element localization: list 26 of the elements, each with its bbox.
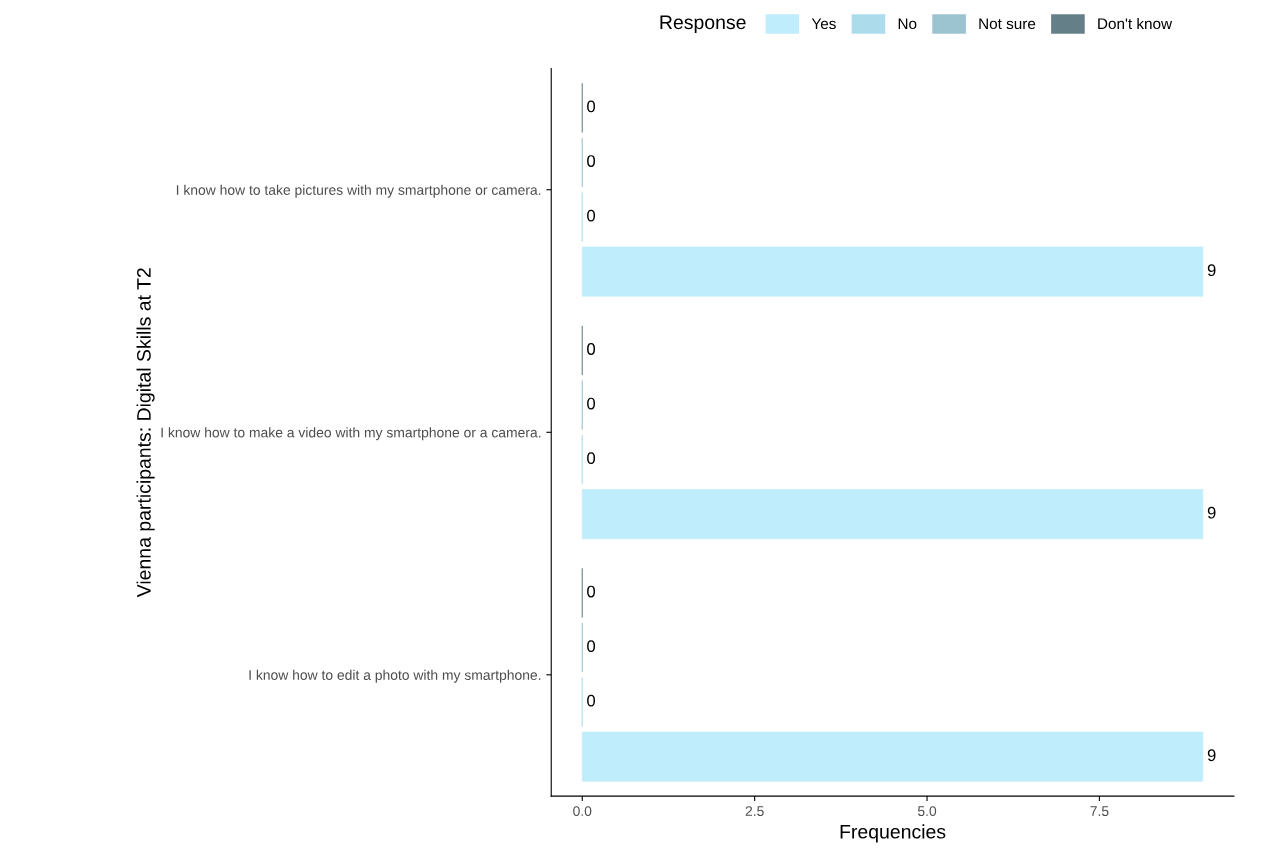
y-tick-label: I know how to make a video with my smartphone or a camera. (161, 427, 541, 441)
data-label: 0 (587, 640, 596, 652)
y-tick-label: I know how to edit a photo with my smartphone. (249, 669, 541, 683)
x-tick-label: 0.0 (573, 806, 592, 816)
legend-label: Yes (811, 18, 836, 30)
data-label: 9 (1207, 506, 1216, 519)
data-label: 9 (1207, 264, 1216, 277)
data-label: 0 (587, 452, 596, 465)
data-label: 9 (1207, 749, 1216, 762)
legend-label: Not sure (979, 18, 1036, 30)
x-axis-title: Frequencies (840, 824, 946, 843)
data-label: 0 (587, 100, 596, 113)
data-label: 0 (587, 397, 596, 410)
data-label: 0 (587, 209, 596, 222)
x-tick-label: 7.5 (1090, 806, 1109, 816)
y-tick-label: I know how to take pictures with my smartphone or camera. (176, 184, 541, 198)
legend-title: Response (660, 15, 746, 34)
data-label: 0 (587, 585, 596, 598)
legend-label: Don't know (1098, 17, 1173, 30)
data-label: 0 (587, 155, 596, 167)
legend-label: No (898, 18, 917, 30)
x-tick-label: 5.0 (917, 806, 937, 816)
data-label: 0 (587, 343, 596, 355)
y-axis-title: Vienna participants: Digital Skills at T2 (136, 268, 155, 598)
data-label: 0 (587, 694, 596, 707)
x-tick-label: 2.5 (745, 806, 764, 816)
